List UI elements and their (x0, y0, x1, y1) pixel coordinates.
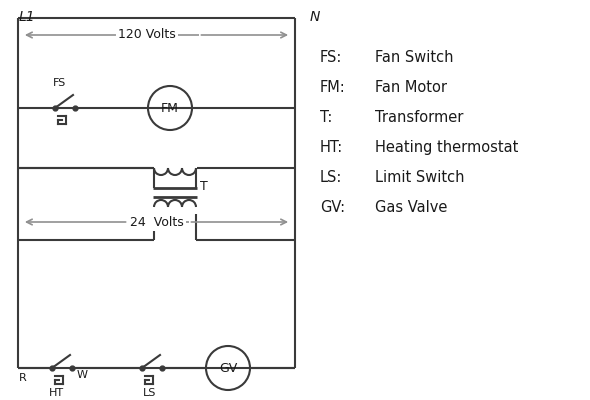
Text: LS:: LS: (320, 170, 342, 185)
Text: Heating thermostat: Heating thermostat (375, 140, 519, 155)
Text: T: T (200, 180, 208, 193)
Text: GV: GV (219, 362, 237, 374)
Text: LS: LS (143, 388, 156, 398)
Text: Fan Motor: Fan Motor (375, 80, 447, 95)
Text: Fan Switch: Fan Switch (375, 50, 454, 65)
Text: FM: FM (161, 102, 179, 114)
Text: FS: FS (53, 78, 66, 88)
Text: 120 Volts: 120 Volts (117, 28, 175, 42)
Text: FS:: FS: (320, 50, 342, 65)
Text: R: R (19, 373, 27, 383)
Text: W: W (77, 370, 88, 380)
Text: Limit Switch: Limit Switch (375, 170, 464, 185)
Text: T:: T: (320, 110, 332, 125)
Text: FM:: FM: (320, 80, 346, 95)
Text: N: N (310, 10, 320, 24)
Text: HT: HT (49, 388, 64, 398)
Text: GV:: GV: (320, 200, 345, 215)
Text: L1: L1 (19, 10, 35, 24)
Text: Gas Valve: Gas Valve (375, 200, 447, 215)
Text: HT:: HT: (320, 140, 343, 155)
Text: 24  Volts: 24 Volts (130, 216, 183, 228)
Text: Transformer: Transformer (375, 110, 463, 125)
